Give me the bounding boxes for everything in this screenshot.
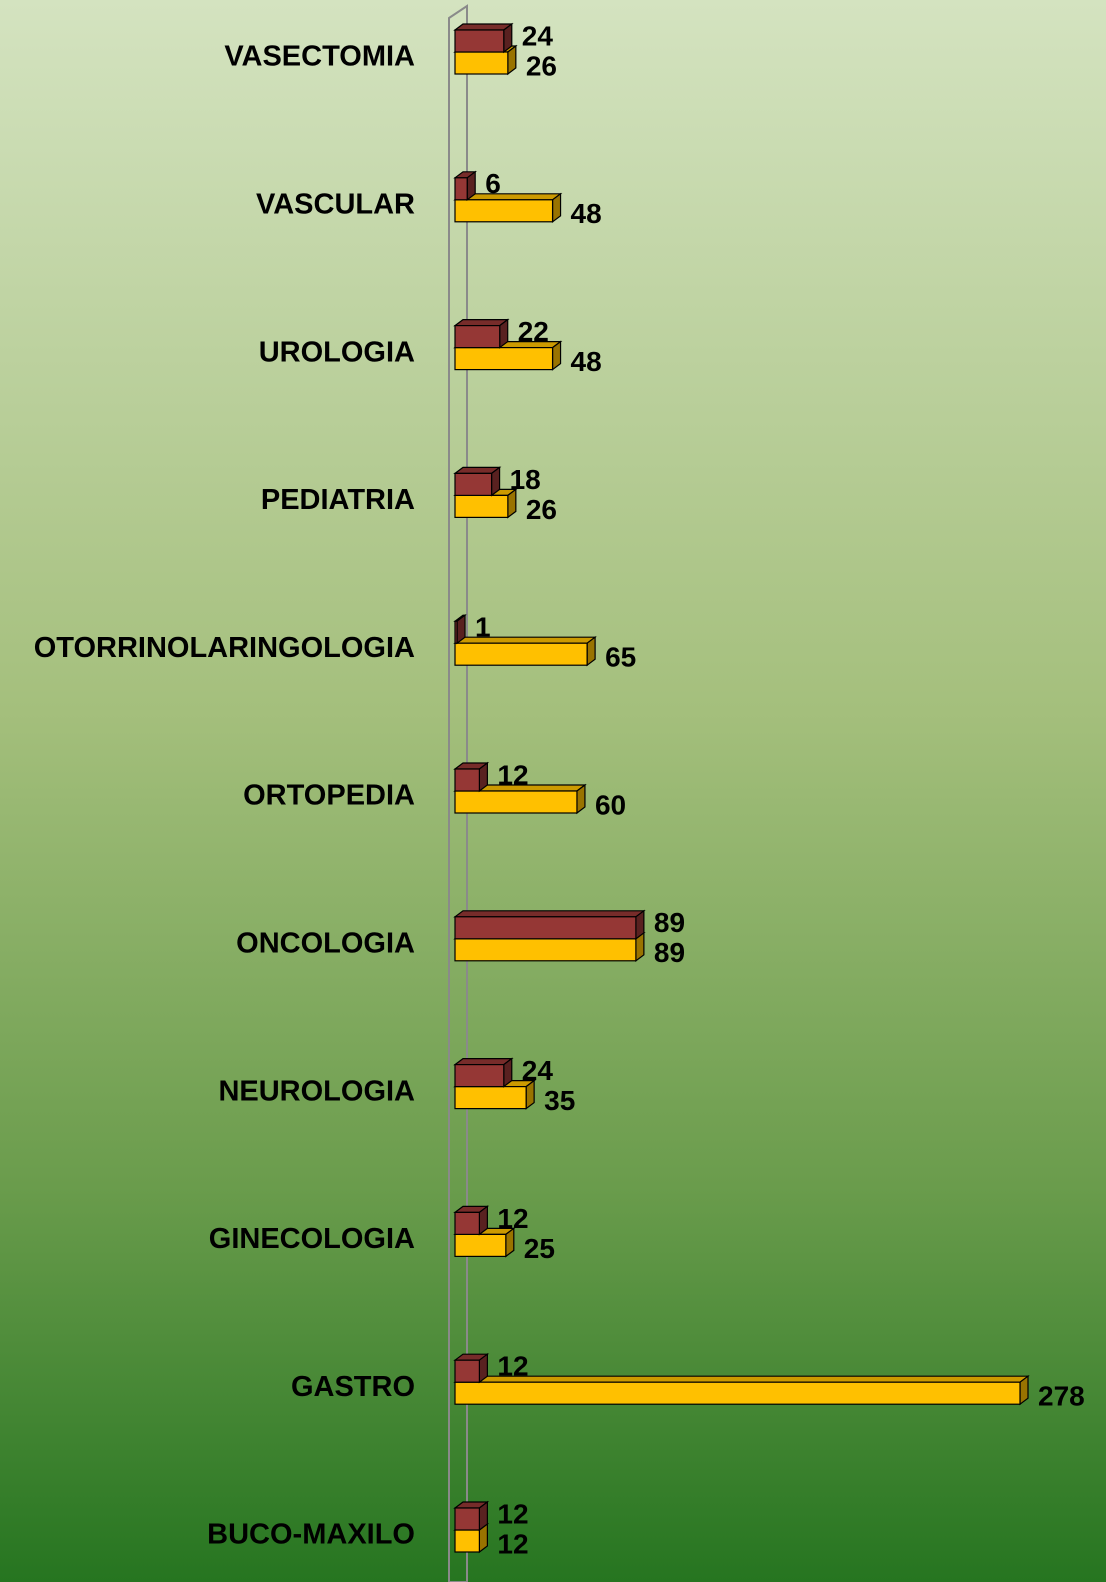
value-label: 24 <box>522 20 554 51</box>
bar <box>454 1507 480 1531</box>
bar <box>454 1529 480 1553</box>
value-label: 48 <box>571 198 602 229</box>
value-label: 26 <box>526 50 557 81</box>
bar <box>454 768 480 792</box>
bar <box>454 620 458 644</box>
bar <box>454 472 493 496</box>
category-label: GINECOLOGIA <box>209 1223 415 1255</box>
value-label: 24 <box>522 1055 554 1086</box>
bar <box>454 177 468 201</box>
bar-top <box>453 910 646 918</box>
bar <box>454 1211 480 1236</box>
bar-top <box>453 1057 514 1066</box>
value-label: 89 <box>654 907 685 938</box>
axis-wall <box>448 4 468 1582</box>
category-label: PEDIATRIA <box>261 484 415 516</box>
value-label: 35 <box>544 1085 575 1116</box>
bar-top <box>453 1375 1030 1383</box>
category-label: NEUROLOGIA <box>218 1075 415 1107</box>
bar-top <box>453 319 510 327</box>
bar <box>454 642 588 666</box>
category-label: BUCO-MAXILO <box>207 1519 415 1551</box>
bar <box>454 1359 480 1383</box>
value-label: 6 <box>485 168 501 199</box>
bar <box>454 494 509 518</box>
value-label: 60 <box>595 789 626 820</box>
category-label: UROLOGIA <box>259 336 415 368</box>
value-label: 12 <box>497 1528 528 1559</box>
category-label: ONCOLOGIA <box>236 927 415 959</box>
value-label: 48 <box>571 346 602 377</box>
category-label: OTORRINOLARINGOLOGIA <box>34 632 415 664</box>
value-label: 12 <box>497 1351 528 1382</box>
value-label: 26 <box>526 494 557 525</box>
value-label: 278 <box>1038 1381 1085 1412</box>
value-label: 22 <box>518 316 549 347</box>
bar <box>454 325 501 349</box>
bar <box>454 938 637 962</box>
bar <box>454 347 554 371</box>
value-label: 1 <box>475 612 491 643</box>
value-label: 65 <box>605 642 636 673</box>
bar-top <box>453 23 514 31</box>
value-label: 18 <box>510 464 541 495</box>
bar <box>454 790 578 814</box>
value-label: 25 <box>524 1233 555 1264</box>
bar <box>454 29 505 53</box>
value-label: 12 <box>497 1203 528 1234</box>
bar <box>454 916 637 940</box>
bar <box>454 51 509 75</box>
category-label: GASTRO <box>291 1371 415 1403</box>
category-label: VASECTOMIA <box>224 41 415 73</box>
category-label: VASCULAR <box>256 188 415 220</box>
bar <box>454 199 554 223</box>
value-label: 89 <box>654 937 685 968</box>
bar <box>454 1233 507 1258</box>
bar <box>454 1085 527 1110</box>
bar <box>454 1381 1021 1405</box>
bar <box>454 1063 505 1088</box>
value-label: 12 <box>497 1498 528 1529</box>
category-label: ORTOPEDIA <box>243 780 415 812</box>
value-label: 12 <box>497 759 528 790</box>
